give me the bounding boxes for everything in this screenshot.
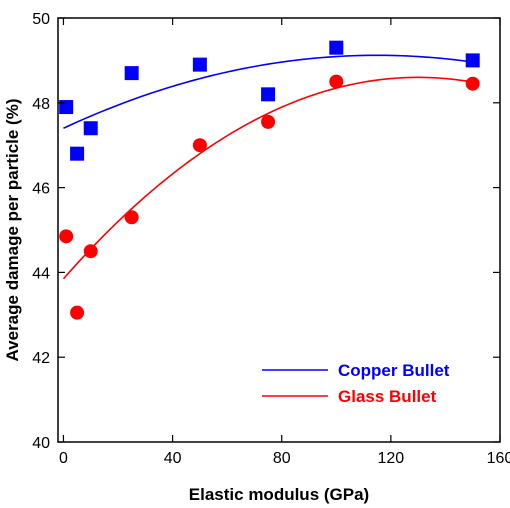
fit-lines <box>62 54 473 280</box>
y-axis-title: Average damage per particle (%) <box>3 99 22 362</box>
x-tick-label: 80 <box>273 450 291 467</box>
fit-line-2 <box>62 76 473 280</box>
x-axis-title: Elastic modulus (GPa) <box>189 485 369 504</box>
data-point-square <box>70 146 85 161</box>
y-tick-label: 48 <box>32 96 50 113</box>
legend-label-1: Copper Bullet <box>338 361 450 380</box>
fit-line-1 <box>63 54 473 129</box>
data-point-square <box>465 53 480 68</box>
axis-ticks: 0 40 80 120 160 40 42 44 46 48 50 <box>32 11 510 467</box>
data-point-circle <box>124 210 139 225</box>
plot-frame <box>57 17 501 443</box>
data-point-circle <box>83 244 98 259</box>
data-point-circle <box>261 114 276 129</box>
y-tick-label: 44 <box>32 265 50 282</box>
y-tick-label: 42 <box>32 350 50 367</box>
data-point-circle <box>465 76 480 91</box>
data-point-square <box>192 57 207 72</box>
data-point-square <box>329 40 344 55</box>
x-tick-label: 160 <box>487 450 510 467</box>
y-tick-label: 46 <box>32 181 50 198</box>
data-markers <box>59 40 480 320</box>
x-tick-label: 40 <box>164 450 182 467</box>
data-point-square <box>83 121 98 136</box>
x-tick-label: 120 <box>378 450 405 467</box>
legend: Copper Bullet Glass Bullet <box>262 361 450 406</box>
y-tick-label: 40 <box>32 435 50 452</box>
data-point-circle <box>192 138 207 153</box>
plot-border <box>57 17 501 443</box>
data-point-circle <box>59 229 74 244</box>
data-point-circle <box>70 305 85 320</box>
y-tick-label: 50 <box>32 11 50 28</box>
data-point-square <box>261 87 276 102</box>
x-tick-label: 0 <box>59 450 68 467</box>
data-point-square <box>59 100 74 115</box>
data-point-square <box>124 66 139 81</box>
data-point-circle <box>329 74 344 89</box>
legend-label-2: Glass Bullet <box>338 387 437 406</box>
